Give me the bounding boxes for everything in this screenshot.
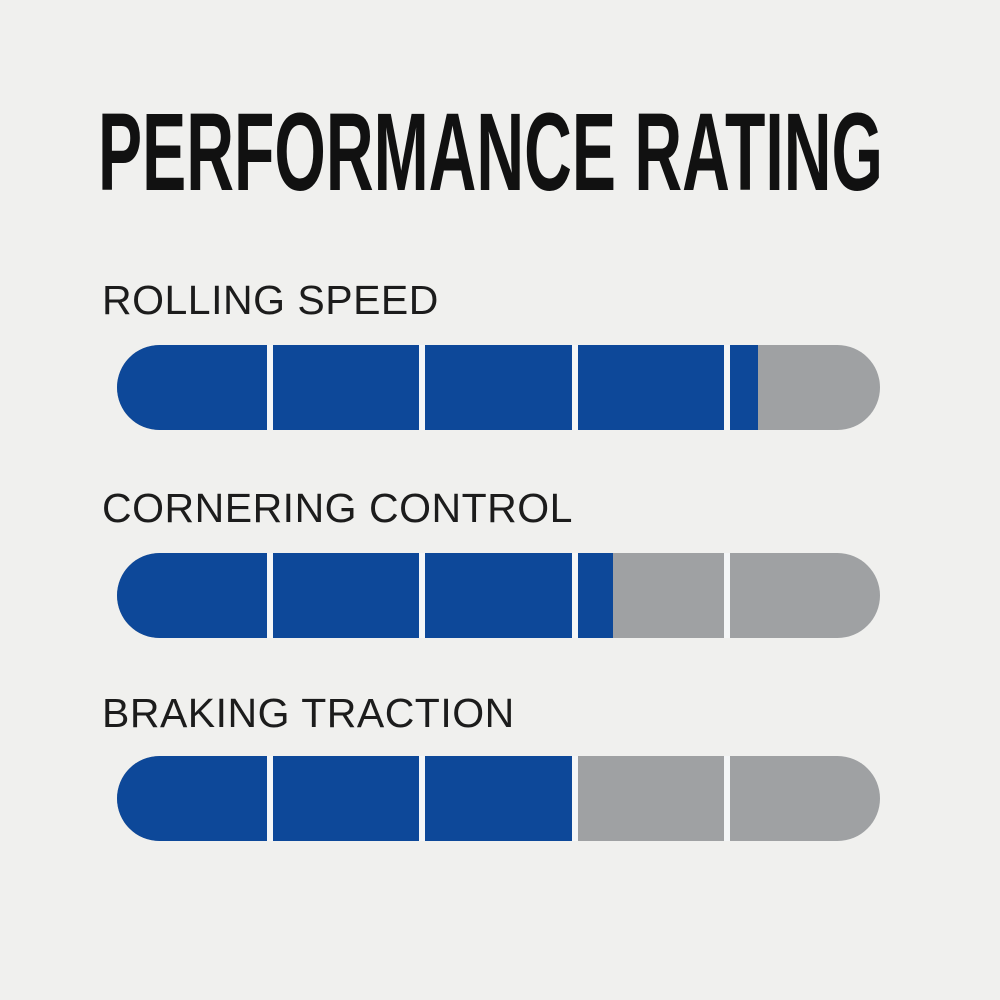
rating-fill [117, 553, 613, 638]
segment-divider [266, 345, 273, 430]
rating-bar [117, 756, 880, 841]
segment-divider [419, 553, 426, 638]
segment-divider [571, 553, 578, 638]
segment-divider [571, 756, 578, 841]
segment-divider [266, 553, 273, 638]
page-title: PERFORMANCE RATING [98, 95, 883, 214]
rating-bar [117, 553, 880, 638]
segment-divider [724, 756, 731, 841]
segment-divider [724, 553, 731, 638]
rating-bar [117, 345, 880, 430]
segment-divider [724, 345, 731, 430]
segment-divider [571, 345, 578, 430]
segment-divider [419, 756, 426, 841]
rating-fill [117, 756, 575, 841]
metric-label: CORNERING CONTROL [102, 485, 573, 531]
metric-label: ROLLING SPEED [102, 277, 439, 323]
rating-fill [117, 345, 758, 430]
segment-divider [266, 756, 273, 841]
segment-divider [419, 345, 426, 430]
metric-label: BRAKING TRACTION [102, 690, 515, 736]
page-title-text: PERFORMANCE RATING [98, 95, 883, 214]
